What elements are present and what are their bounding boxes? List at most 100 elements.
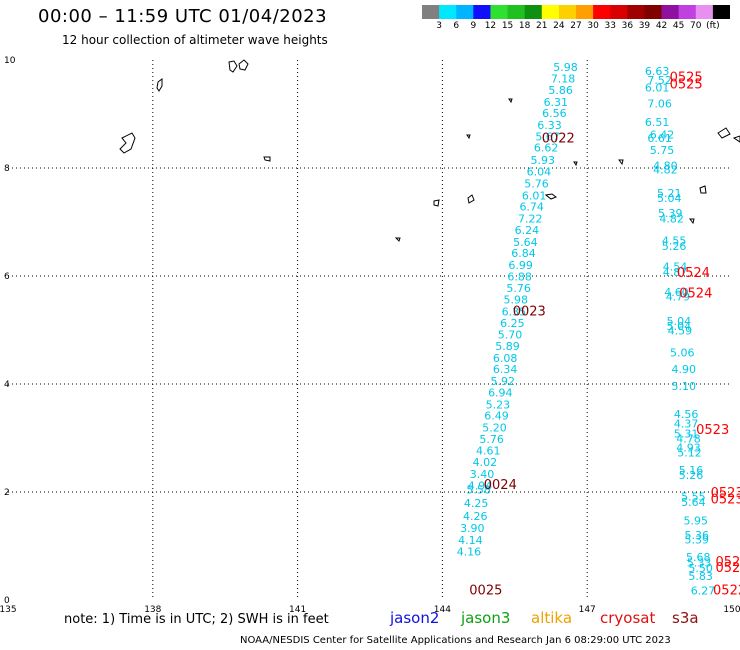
color-scale-label: 3 xyxy=(436,21,442,31)
color-scale-label: 45 xyxy=(672,21,685,31)
wave-height-value: 5.20 xyxy=(482,422,507,435)
color-scale-label: 21 xyxy=(536,21,548,31)
island-shape xyxy=(119,132,136,154)
wave-height-value: 6.01 xyxy=(522,189,547,202)
wave-height-value: 6.88 xyxy=(507,270,532,283)
wave-height-value: 5.64 xyxy=(513,236,538,249)
wave-height-value: 4.93 xyxy=(676,442,701,455)
island-shape xyxy=(573,161,578,167)
pass-time-label: 0522 xyxy=(715,561,740,576)
wave-height-value: 4.02 xyxy=(473,456,498,469)
wave-height-value: 6.25 xyxy=(500,317,525,330)
wave-height-value: 5.04 xyxy=(657,192,682,205)
wave-height-value: 6.49 xyxy=(484,410,509,423)
wave-height-value: 5.21 xyxy=(657,187,682,200)
island-shape xyxy=(732,135,740,143)
island-shape xyxy=(717,127,731,139)
wave-height-value: 6.74 xyxy=(519,201,544,214)
y-tick-label: 6 xyxy=(4,272,10,282)
y-tick-label: 10 xyxy=(4,56,16,66)
wave-height-value: 6.04 xyxy=(527,166,552,179)
wave-height-value: 5.26 xyxy=(679,469,704,482)
island-shape xyxy=(467,194,475,204)
x-tick-label: 138 xyxy=(144,605,161,615)
wave-height-value: 3.90 xyxy=(460,522,485,535)
legend-s3a: s3a xyxy=(672,609,699,627)
color-scale-label: 70 xyxy=(690,21,702,31)
page-subtitle: 12 hour collection of altimeter wave hei… xyxy=(62,33,328,47)
wave-height-value: 5.26 xyxy=(662,240,687,253)
color-swatch xyxy=(627,5,645,19)
wave-height-value: 6.84 xyxy=(511,247,536,260)
color-scale-label: 42 xyxy=(655,21,668,31)
wave-height-value: 5.10 xyxy=(671,380,696,393)
wave-height-value: 5.04 xyxy=(667,320,692,333)
island-shape xyxy=(508,98,513,104)
pass-time-label: 0025 xyxy=(469,584,502,599)
island-shape xyxy=(618,159,624,166)
wave-height-value: 6.27 xyxy=(691,585,716,598)
legend-jason3: jason3 xyxy=(461,609,511,627)
page-title: 00:00 – 11:59 UTC 01/04/2023 xyxy=(38,6,328,27)
wave-height-value: 5.95 xyxy=(684,514,709,527)
color-swatch xyxy=(576,5,594,19)
x-tick-label: 141 xyxy=(289,605,306,615)
color-scale-label: 12 xyxy=(484,21,497,31)
pass-time-label: 0525 xyxy=(670,78,703,93)
wave-height-value: 5.75 xyxy=(650,144,675,157)
wave-height-value: 6.24 xyxy=(515,224,540,237)
wave-height-value: 7.22 xyxy=(518,213,543,226)
x-tick-label: 135 xyxy=(0,605,17,615)
wave-height-value: 5.86 xyxy=(548,84,573,97)
wave-height-value: 6.34 xyxy=(493,363,518,376)
color-swatch xyxy=(712,5,730,19)
wave-height-value: 6.42 xyxy=(650,128,675,141)
color-swatch xyxy=(507,5,526,19)
pass-time-label: 0524 xyxy=(679,287,712,302)
wave-height-value: 6.63 xyxy=(645,65,670,78)
color-scale-label: 15 xyxy=(501,21,514,31)
island-shape xyxy=(156,78,163,92)
wave-height-value: 5.76 xyxy=(479,433,504,446)
wave-height-value: 6.99 xyxy=(508,259,533,272)
map-grid xyxy=(8,60,732,600)
wave-height-value: 4.94 xyxy=(468,479,493,492)
island-shape xyxy=(394,237,401,242)
wave-height-value: 6.51 xyxy=(645,116,670,129)
pass-time-label: 0024 xyxy=(484,478,517,493)
pass-time-label: 0523 xyxy=(711,492,740,507)
color-scale-label: 24 xyxy=(553,21,565,31)
color-swatch xyxy=(695,5,714,19)
wave-height-value: 5.36 xyxy=(685,529,710,542)
wave-height-value: 4.16 xyxy=(457,546,482,559)
wave-height-value: 4.54 xyxy=(663,261,688,274)
color-scale-label: 33 xyxy=(604,21,616,31)
wave-height-value: 5.76 xyxy=(524,177,549,190)
wave-height-value: 5.16 xyxy=(679,464,704,477)
color-swatch xyxy=(678,5,697,19)
wave-height-value: 5.23 xyxy=(486,398,511,411)
wave-height-value: 7.52 xyxy=(647,74,672,87)
color-scale-label: 36 xyxy=(621,21,634,31)
color-swatch xyxy=(490,5,509,19)
wave-height-value: 5.33 xyxy=(687,557,712,570)
wave-height-value: 4.60 xyxy=(664,286,689,299)
island-shape xyxy=(544,193,558,200)
x-tick-label: 144 xyxy=(434,605,451,615)
color-scale-bar xyxy=(422,5,730,19)
color-swatch xyxy=(644,5,663,19)
wave-height-value: 7.06 xyxy=(647,98,672,111)
y-tick-label: 4 xyxy=(4,380,10,390)
color-swatch xyxy=(661,5,680,19)
pass-time-label: 0524 xyxy=(677,266,710,281)
wave-height-value: 4.26 xyxy=(463,510,488,523)
wave-height-value: 6.08 xyxy=(493,352,518,365)
wave-height-value: 5.68 xyxy=(686,551,711,564)
wave-height-value: 6.61 xyxy=(647,132,672,145)
color-scale-label: 30 xyxy=(587,21,599,31)
color-scale-label: 39 xyxy=(638,21,651,31)
island-shape xyxy=(263,156,271,162)
wave-height-value: 6.35 xyxy=(502,305,527,318)
color-swatch xyxy=(439,5,457,19)
